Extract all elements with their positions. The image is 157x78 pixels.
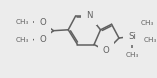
Text: N: N [86, 11, 93, 20]
Text: CH₃: CH₃ [144, 37, 157, 43]
Text: O: O [39, 18, 46, 27]
Text: CH₃: CH₃ [15, 37, 29, 43]
Text: Si: Si [128, 32, 136, 41]
Text: CH₃: CH₃ [141, 20, 154, 26]
Text: O: O [39, 34, 46, 44]
Text: CH₃: CH₃ [15, 19, 29, 25]
Text: CH₃: CH₃ [125, 52, 139, 58]
Text: O: O [103, 46, 109, 55]
